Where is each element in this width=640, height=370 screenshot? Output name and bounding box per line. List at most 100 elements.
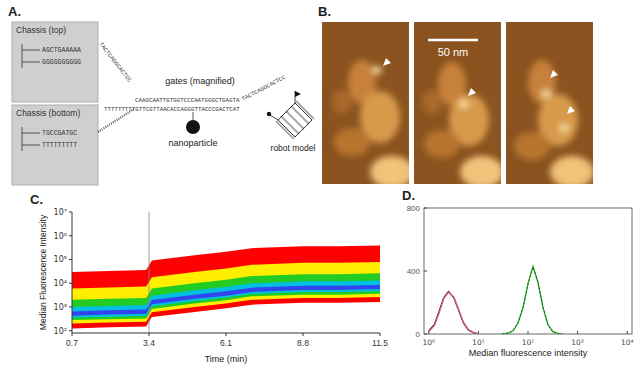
y-tick [424,334,427,335]
arrowhead [468,88,476,96]
x-tick [380,333,381,336]
density-band [72,285,380,316]
y-tick [69,283,72,284]
chassis-box [12,22,98,102]
afm-feature [334,128,370,156]
arrowhead [567,106,575,114]
robot-stripe [276,121,294,139]
x-tick [478,331,479,334]
x-tick [627,331,628,334]
density-band [72,262,380,324]
y-tick-label: 0 [416,330,421,339]
y-tick [69,330,72,331]
panel-c: C.10²10³10⁴10⁵10⁶10⁷0.73.46.18.811.5Time… [30,192,388,364]
x-tick [428,331,429,334]
x-axis-label: Time (min) [205,354,248,364]
y-tick [424,271,427,272]
y-tick-label: 10⁷ [54,208,67,217]
panel-a: A.Chassis (top)AGCTGAAAAAGGGGGGGGGGChass… [8,4,316,185]
y-tick [69,259,72,260]
bracket [22,127,40,151]
arrowhead [383,58,391,66]
x-tick-label: 10⁰ [423,338,436,347]
afm-image [322,22,409,184]
chassis: Chassis (top) AGCTGAAAAA GGGGGGGGGG [12,22,98,102]
histogram-curve [429,292,479,334]
afm-feature [460,156,501,184]
marker-line [149,212,150,333]
panel-label: B. [318,4,331,19]
afm-features [514,60,593,184]
y-tick-label: 10⁶ [54,232,67,241]
panel-label: A. [8,4,21,19]
afm-feature [422,90,442,114]
figure: A.Chassis (top)AGCTGAAAAAGGGGGGGGGGChass… [0,0,640,370]
x-tick-label: 6.1 [220,338,232,348]
x-tick [72,333,73,336]
chassis: Chassis (bottom)TGCCGATGCTTTTTTTTT [12,105,98,185]
y-tick-label: 10⁴ [54,279,67,288]
scale-bar [428,39,478,42]
y-axis [72,212,73,333]
nanoparticle-label: nanoparticle [168,138,217,148]
robot-outline [278,103,312,137]
panel-label: C. [30,192,43,207]
robot-stripe [296,101,314,119]
robot-model [267,91,314,139]
strand: GGGGGGGGGG [42,59,81,66]
np-link [193,112,194,121]
strand: TACTCAGGCACTCC [97,41,133,84]
afm-feature [424,130,460,158]
nanoparticle [186,120,200,134]
afm-image [414,22,501,184]
afm-feature [550,156,593,184]
chassis-title: Chassis (bottom) [16,108,80,118]
density-band [72,281,380,318]
y-tick-label: 10² [54,327,67,336]
robot-label: robot model [271,143,316,153]
bracket [22,44,40,68]
x-tick-label: 3.4 [143,338,155,348]
afm-feature [559,124,569,132]
afm-feature [370,156,409,184]
robot-stripe [286,111,304,129]
robot-pin [270,115,278,120]
panel-b: B.50 nm [318,4,594,188]
x-tick [303,333,304,336]
robot-flag [295,91,301,97]
arrowhead [550,70,558,78]
y-tick [69,212,72,213]
x-tick [528,331,529,334]
panel-d: D.040080010⁰10¹10²10³10⁴Median fluoresce… [402,188,633,358]
y-tick-label: 10³ [54,303,67,312]
y-tick [424,208,427,209]
x-tick-label: 10¹ [472,338,485,347]
x-tick-label: 10² [522,338,535,347]
x-tick-label: 0.7 [66,338,78,348]
strand: AGCTGAAAAA [42,47,81,54]
afm-feature [372,66,382,74]
y-tick-label: 400 [407,267,421,276]
x-tick-label: 10⁴ [621,338,634,347]
afm-features [422,62,501,184]
afm-feature [459,100,469,108]
histogram-curve [502,266,563,334]
chassis-title: Chassis (top) [16,25,66,35]
plot-area [429,266,563,334]
density-band [72,245,380,328]
x-tick [149,333,150,336]
y-tick-label: 10⁵ [54,255,67,264]
afm-feature [541,90,551,98]
afm-feature [514,132,550,160]
x-tick [577,331,578,334]
gate-strand: TACTCAGGCACTCC [241,73,288,102]
panel-label: D. [402,188,415,203]
robot-pin-head [267,112,271,116]
plot-frame [424,208,632,334]
y-axis-label: Median Fluorescence Intensity [38,214,48,330]
chassis-box [12,105,98,185]
y-tick [69,235,72,236]
plot-area [72,245,380,328]
strand: TGCCGATGC [42,130,77,137]
histogram-curve [502,267,563,334]
